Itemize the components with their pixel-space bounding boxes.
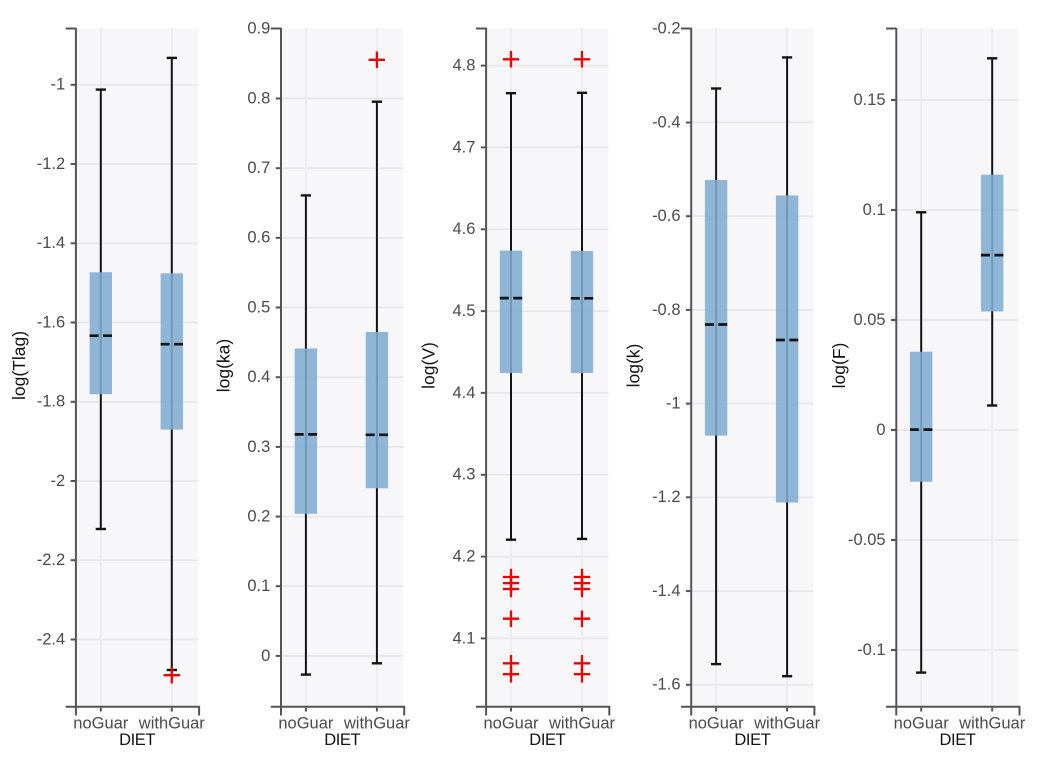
svg-text:0.05: 0.05 <box>853 311 885 329</box>
svg-text:-1.4: -1.4 <box>37 234 65 252</box>
svg-text:4.6: 4.6 <box>452 220 475 238</box>
svg-text:0.1: 0.1 <box>247 577 270 595</box>
svg-text:-1.4: -1.4 <box>652 582 680 600</box>
svg-text:-1.6: -1.6 <box>37 313 65 331</box>
svg-text:-0.6: -0.6 <box>652 207 680 225</box>
svg-text:0.7: 0.7 <box>247 159 270 177</box>
svg-text:withGuar: withGuar <box>753 715 821 733</box>
svg-text:-0.8: -0.8 <box>652 301 680 319</box>
svg-text:0.8: 0.8 <box>247 89 270 107</box>
svg-text:-1: -1 <box>51 76 66 94</box>
svg-text:0.6: 0.6 <box>247 229 270 247</box>
svg-text:noGuar: noGuar <box>278 715 334 733</box>
svg-text:-2.4: -2.4 <box>37 630 65 648</box>
svg-text:DIET: DIET <box>529 731 565 749</box>
svg-text:0.4: 0.4 <box>247 368 270 386</box>
svg-text:0.9: 0.9 <box>247 20 270 38</box>
svg-text:0.1: 0.1 <box>863 201 886 219</box>
svg-text:log(k): log(k) <box>624 344 644 388</box>
svg-text:0: 0 <box>876 421 885 439</box>
svg-text:4.7: 4.7 <box>452 138 475 156</box>
svg-text:withGuar: withGuar <box>138 715 206 733</box>
svg-text:4.2: 4.2 <box>452 548 475 566</box>
svg-text:4.8: 4.8 <box>452 57 475 75</box>
svg-text:-1: -1 <box>666 395 681 413</box>
svg-text:noGuar: noGuar <box>894 715 950 733</box>
svg-text:0.15: 0.15 <box>853 91 885 109</box>
svg-text:-1.2: -1.2 <box>37 155 65 173</box>
svg-text:log(V): log(V) <box>419 342 439 389</box>
svg-text:DIET: DIET <box>734 731 770 749</box>
svg-text:withGuar: withGuar <box>343 715 411 733</box>
svg-text:withGuar: withGuar <box>958 715 1026 733</box>
svg-text:DIET: DIET <box>940 731 976 749</box>
svg-text:-0.05: -0.05 <box>848 531 886 549</box>
svg-text:noGuar: noGuar <box>73 715 129 733</box>
svg-text:-2.2: -2.2 <box>37 551 65 569</box>
svg-text:0.3: 0.3 <box>247 438 270 456</box>
svg-text:DIET: DIET <box>119 731 155 749</box>
svg-text:-1.6: -1.6 <box>652 676 680 694</box>
svg-text:-2: -2 <box>51 472 66 490</box>
svg-text:log(Tlag): log(Tlag) <box>9 331 29 400</box>
svg-text:0.2: 0.2 <box>247 508 270 526</box>
svg-text:-0.2: -0.2 <box>652 20 680 38</box>
svg-text:4.3: 4.3 <box>452 466 475 484</box>
svg-text:-0.1: -0.1 <box>857 641 885 659</box>
svg-text:log(ka): log(ka) <box>214 339 234 393</box>
svg-text:noGuar: noGuar <box>483 715 539 733</box>
svg-text:withGuar: withGuar <box>548 715 616 733</box>
svg-text:-1.8: -1.8 <box>37 393 65 411</box>
svg-text:4.5: 4.5 <box>452 302 475 320</box>
svg-text:-1.2: -1.2 <box>652 488 680 506</box>
svg-text:-0.4: -0.4 <box>652 113 680 131</box>
svg-text:log(F): log(F) <box>829 343 849 389</box>
svg-text:0.5: 0.5 <box>247 298 270 316</box>
svg-text:DIET: DIET <box>324 731 360 749</box>
svg-text:4.4: 4.4 <box>452 384 475 402</box>
svg-text:0: 0 <box>261 647 270 665</box>
svg-text:noGuar: noGuar <box>689 715 745 733</box>
svg-text:4.1: 4.1 <box>452 629 475 647</box>
